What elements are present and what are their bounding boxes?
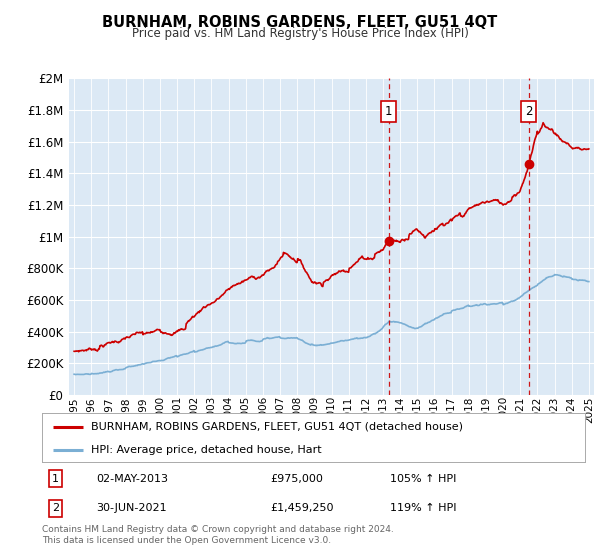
Text: £1,459,250: £1,459,250 (270, 503, 334, 513)
Text: 2: 2 (525, 105, 533, 118)
Text: BURNHAM, ROBINS GARDENS, FLEET, GU51 4QT: BURNHAM, ROBINS GARDENS, FLEET, GU51 4QT (103, 15, 497, 30)
Text: 105% ↑ HPI: 105% ↑ HPI (389, 474, 456, 483)
Text: 119% ↑ HPI: 119% ↑ HPI (389, 503, 456, 513)
Text: 1: 1 (52, 474, 59, 483)
Text: Contains HM Land Registry data © Crown copyright and database right 2024.
This d: Contains HM Land Registry data © Crown c… (42, 525, 394, 545)
Text: 02-MAY-2013: 02-MAY-2013 (97, 474, 168, 483)
Text: £975,000: £975,000 (270, 474, 323, 483)
Text: HPI: Average price, detached house, Hart: HPI: Average price, detached house, Hart (91, 445, 322, 455)
Text: Price paid vs. HM Land Registry's House Price Index (HPI): Price paid vs. HM Land Registry's House … (131, 27, 469, 40)
Text: 2: 2 (52, 503, 59, 513)
Text: BURNHAM, ROBINS GARDENS, FLEET, GU51 4QT (detached house): BURNHAM, ROBINS GARDENS, FLEET, GU51 4QT… (91, 422, 463, 432)
Text: 30-JUN-2021: 30-JUN-2021 (97, 503, 167, 513)
Text: 1: 1 (385, 105, 392, 118)
